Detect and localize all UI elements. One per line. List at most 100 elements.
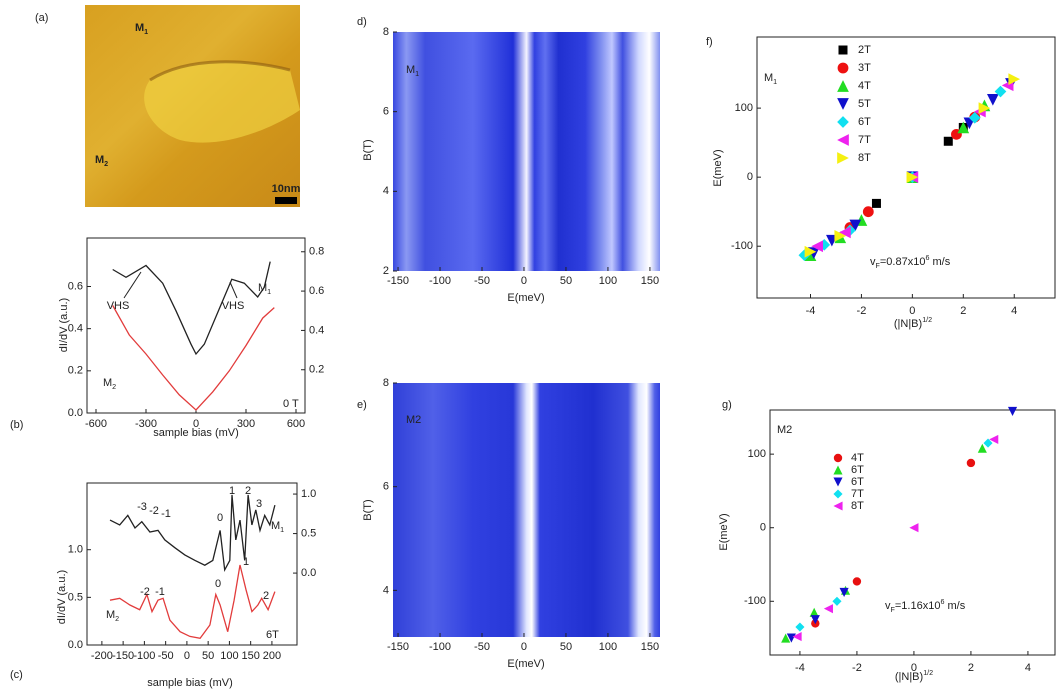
marker	[943, 136, 953, 146]
series-label: M2	[103, 377, 116, 391]
y-tick-label: 6	[383, 481, 389, 493]
marker	[839, 226, 851, 239]
panel-label: (a)	[35, 12, 48, 24]
plot-frame	[756, 36, 1056, 299]
y-tick-label: -100	[744, 595, 766, 607]
marker	[798, 249, 811, 262]
x-tick-label: 50	[202, 650, 214, 662]
marker	[792, 632, 802, 642]
x-tick-label: -150	[112, 650, 134, 662]
text-part: M	[764, 72, 773, 84]
marker	[994, 85, 1007, 98]
x-tick-label: -150	[387, 641, 409, 653]
panel-label: g)	[722, 399, 732, 411]
vhs-arrows	[123, 271, 238, 299]
series-label: M1	[271, 520, 284, 534]
y-tick-label: 4	[383, 185, 389, 197]
x-tick-label: 2	[968, 662, 974, 674]
panel-label: (c)	[10, 669, 23, 681]
y-tick-label: 6	[383, 106, 389, 118]
y2-tick-label: 0.2	[309, 364, 324, 376]
marker	[786, 633, 796, 643]
y-tick-label: 8	[383, 26, 389, 38]
text-part: 1	[144, 28, 148, 36]
text-part: 6	[925, 254, 929, 262]
x-axis-title: (|N|B)1/2	[895, 669, 933, 683]
panel-title: M1	[764, 72, 777, 86]
y-axis-title: B(T)	[362, 499, 374, 520]
level-label: -1	[155, 586, 165, 598]
marker	[834, 230, 847, 242]
marker	[837, 152, 849, 164]
line-series	[112, 261, 271, 356]
level-label: 0	[215, 578, 221, 590]
field-label: 6T	[266, 629, 279, 641]
marker	[809, 607, 819, 617]
panel-label: f)	[706, 36, 713, 48]
marker	[837, 62, 849, 74]
marker	[978, 102, 991, 114]
marker	[1008, 73, 1021, 85]
text-part: F	[891, 606, 896, 614]
x-axis-title: E(meV)	[507, 658, 544, 670]
x-tick-label: 4	[1025, 662, 1031, 674]
panel-label: d)	[357, 16, 367, 28]
y-axis-title: B(T)	[362, 139, 374, 160]
legend-label: 2T	[858, 44, 871, 56]
region-label: M1	[135, 22, 148, 36]
x-tick-label: 0	[193, 418, 199, 430]
x-tick-label: 50	[560, 275, 572, 287]
text-part: M	[406, 64, 415, 76]
text-part: 1	[267, 288, 271, 296]
marker	[977, 443, 987, 453]
text-part: v	[870, 256, 876, 268]
x-tick-label: -100	[429, 275, 451, 287]
x-tick-label: -200	[91, 650, 113, 662]
y-tick-label: 100	[735, 102, 753, 114]
marker	[839, 587, 849, 598]
marker	[823, 604, 833, 614]
y-axis-title: dI/dV (a.u.)	[58, 298, 70, 352]
text-part: =0.87x10	[880, 256, 926, 268]
marker	[966, 458, 976, 468]
line-series	[109, 494, 276, 573]
marker	[862, 206, 874, 218]
text-part: M	[135, 22, 144, 34]
x-axis-title: sample bias (mV)	[153, 427, 239, 439]
plot-frame	[86, 482, 298, 646]
level-label: 2	[245, 485, 251, 497]
marker	[906, 171, 919, 184]
y2-tick-label: 0.0	[301, 567, 316, 579]
text-part: (|N|B)	[895, 671, 923, 683]
panel-title: M2	[406, 414, 421, 426]
legend-label: 6T	[851, 476, 864, 488]
y2-tick-label: 0.8	[309, 246, 324, 258]
legend-label: 8T	[851, 500, 864, 512]
panel-label: e)	[357, 399, 367, 411]
text-part: M	[258, 282, 267, 294]
legend-label: 5T	[858, 98, 871, 110]
text-part: 1	[773, 78, 777, 86]
text-part: m/s	[944, 600, 965, 612]
plot-frame	[769, 409, 1056, 656]
text-part: 2	[112, 383, 116, 391]
text-part: 1	[415, 70, 419, 78]
marker	[837, 80, 849, 92]
x-tick-label: 600	[287, 418, 305, 430]
y-tick-label: 4	[383, 584, 389, 596]
x-tick-label: 100	[599, 641, 617, 653]
y-axis-title: dI/dV (a.u.)	[56, 570, 68, 624]
marker	[909, 523, 919, 533]
text-part: v	[885, 600, 891, 612]
stm-feature	[144, 61, 300, 143]
x-tick-label: -50	[474, 641, 490, 653]
x-tick-label: -2	[852, 662, 862, 674]
scale-bar-label: 10nm	[272, 183, 301, 195]
level-label: 1	[243, 556, 249, 568]
legend-label: 4T	[851, 452, 864, 464]
y-tick-label: 2	[383, 265, 389, 277]
heatmap-image	[393, 383, 660, 637]
x-tick-label: 0	[521, 275, 527, 287]
panel-label: (b)	[10, 419, 23, 431]
legend-label: 4T	[858, 80, 871, 92]
